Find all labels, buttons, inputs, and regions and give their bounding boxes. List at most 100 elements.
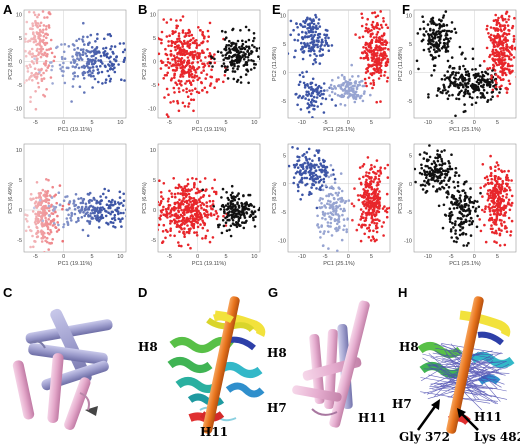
data-point xyxy=(378,169,382,172)
data-point xyxy=(40,222,44,225)
data-point xyxy=(74,65,78,69)
data-point xyxy=(494,85,498,89)
data-point xyxy=(110,45,113,48)
data-point xyxy=(301,30,304,34)
data-point xyxy=(510,53,513,57)
data-point xyxy=(196,191,199,195)
data-point xyxy=(180,50,184,53)
data-point xyxy=(30,47,34,51)
x-tick-label: -5 xyxy=(167,254,172,260)
data-point xyxy=(183,235,186,238)
data-point xyxy=(299,198,302,201)
data-point xyxy=(481,208,484,212)
data-point xyxy=(102,47,105,50)
data-point xyxy=(349,81,353,85)
data-point xyxy=(207,35,210,38)
data-point xyxy=(345,89,349,93)
data-point xyxy=(35,61,39,65)
data-point xyxy=(39,215,43,219)
data-point xyxy=(91,71,94,75)
scatter-points xyxy=(288,146,390,252)
data-point xyxy=(300,96,304,100)
data-point xyxy=(289,33,292,37)
data-point xyxy=(506,176,509,180)
data-point xyxy=(504,37,507,41)
data-point xyxy=(242,46,246,50)
data-point xyxy=(506,45,509,49)
data-point xyxy=(43,16,46,19)
data-point xyxy=(34,107,38,111)
data-point xyxy=(102,53,106,57)
data-point xyxy=(379,23,383,27)
data-point xyxy=(121,204,125,207)
data-point xyxy=(367,171,371,175)
data-point xyxy=(211,236,215,239)
data-point xyxy=(350,63,353,67)
data-point xyxy=(368,175,371,179)
data-point xyxy=(44,221,48,224)
data-point xyxy=(105,221,108,225)
data-point xyxy=(432,22,436,26)
data-point xyxy=(364,216,368,220)
data-point xyxy=(321,188,325,192)
data-point xyxy=(484,240,488,244)
data-point xyxy=(46,189,50,193)
data-point xyxy=(496,19,500,22)
data-point xyxy=(377,71,381,74)
data-point xyxy=(41,188,45,192)
data-point xyxy=(229,51,232,54)
data-point xyxy=(449,37,452,40)
data-point xyxy=(201,41,204,45)
data-point xyxy=(485,175,489,178)
data-point xyxy=(40,45,43,48)
data-point xyxy=(303,25,307,28)
data-point xyxy=(438,18,441,21)
data-point xyxy=(501,73,504,77)
data-point xyxy=(346,217,349,220)
data-point xyxy=(415,59,419,63)
data-point xyxy=(186,189,189,193)
data-point xyxy=(440,77,444,81)
data-point xyxy=(51,212,55,215)
data-point xyxy=(329,83,333,87)
data-point xyxy=(105,203,109,206)
data-point xyxy=(24,32,28,36)
data-point xyxy=(103,37,106,41)
data-point xyxy=(24,49,27,53)
data-point xyxy=(45,206,49,210)
x-tick-label: 0 xyxy=(347,120,350,126)
data-point xyxy=(353,100,357,104)
data-point xyxy=(79,56,82,60)
pca-plot-e-top: -10 -5 0 5 -5 0 5 10 PC1 (25.1%) PC2 (11.68%) xyxy=(272,6,392,136)
data-point xyxy=(241,221,244,224)
data-point xyxy=(29,192,33,196)
data-point xyxy=(426,159,429,163)
data-point xyxy=(179,213,183,217)
data-point xyxy=(119,211,123,215)
correlation-line xyxy=(427,384,477,399)
data-point xyxy=(107,223,110,226)
data-point xyxy=(231,67,235,70)
data-point xyxy=(127,213,130,216)
data-point xyxy=(381,48,385,51)
data-point xyxy=(430,162,434,166)
data-point xyxy=(162,223,166,227)
data-point xyxy=(440,181,443,184)
data-point xyxy=(504,73,508,77)
data-point xyxy=(324,174,328,178)
data-point xyxy=(179,18,182,22)
data-point xyxy=(503,243,507,247)
data-point xyxy=(169,234,172,237)
data-point xyxy=(445,191,448,194)
data-point xyxy=(176,220,179,224)
data-point xyxy=(502,206,505,210)
data-point xyxy=(515,75,516,79)
data-point xyxy=(102,207,106,211)
data-point xyxy=(213,86,216,89)
data-point xyxy=(225,208,229,211)
data-point xyxy=(131,40,134,43)
data-point xyxy=(192,185,196,189)
data-point xyxy=(476,78,480,81)
panel-letter-d: D xyxy=(138,285,148,300)
data-point xyxy=(487,196,491,200)
